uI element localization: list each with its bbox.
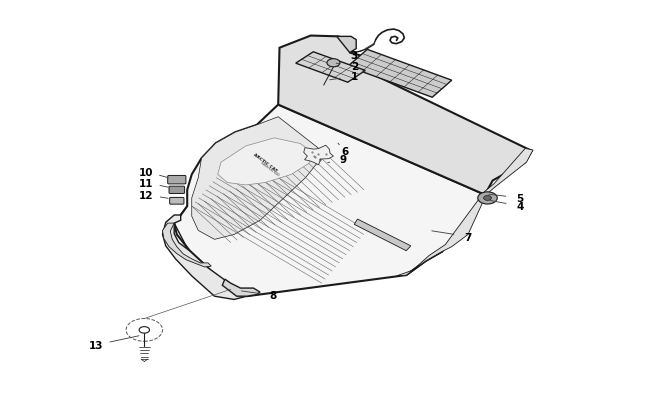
Text: 3: 3 xyxy=(350,51,358,61)
Polygon shape xyxy=(304,146,333,165)
Text: 13: 13 xyxy=(89,340,103,350)
Text: 1: 1 xyxy=(350,72,358,82)
Text: 9: 9 xyxy=(340,154,346,164)
Circle shape xyxy=(484,196,491,201)
FancyBboxPatch shape xyxy=(169,187,185,194)
Polygon shape xyxy=(162,215,247,300)
Text: 8: 8 xyxy=(269,291,277,301)
Text: 11: 11 xyxy=(139,178,153,188)
Polygon shape xyxy=(162,224,211,267)
Text: 4: 4 xyxy=(516,202,524,211)
Polygon shape xyxy=(278,36,532,195)
Polygon shape xyxy=(174,105,485,296)
Polygon shape xyxy=(222,279,260,296)
FancyBboxPatch shape xyxy=(168,176,186,184)
Polygon shape xyxy=(396,149,533,276)
Polygon shape xyxy=(354,220,411,251)
Text: 10: 10 xyxy=(139,167,153,177)
Text: 2: 2 xyxy=(350,62,358,72)
Text: 6: 6 xyxy=(341,147,348,157)
Polygon shape xyxy=(192,117,325,240)
Circle shape xyxy=(478,192,497,205)
Polygon shape xyxy=(218,139,313,185)
Polygon shape xyxy=(348,50,452,98)
Text: 5: 5 xyxy=(516,194,524,203)
Text: 12: 12 xyxy=(139,190,153,200)
Circle shape xyxy=(327,60,340,68)
Text: 7: 7 xyxy=(464,232,472,242)
FancyBboxPatch shape xyxy=(170,198,184,205)
Polygon shape xyxy=(337,37,356,53)
Text: ARCTIC CAT: ARCTIC CAT xyxy=(253,152,278,172)
Text: Sabercat 600: Sabercat 600 xyxy=(259,160,280,177)
Polygon shape xyxy=(296,53,365,83)
